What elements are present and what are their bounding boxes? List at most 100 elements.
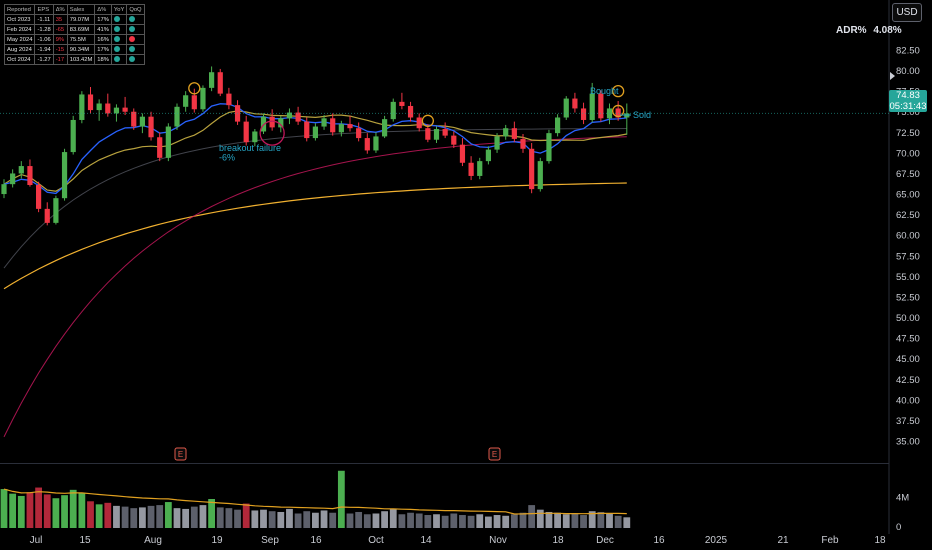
volume-bar (303, 511, 311, 528)
candle-body (468, 162, 474, 176)
candle-body (27, 166, 33, 185)
volume-bar (190, 506, 198, 528)
date-tick-label: 2025 (705, 535, 728, 546)
volume-bar (104, 502, 112, 528)
green-dot-icon (129, 56, 136, 63)
volume-bar (337, 470, 345, 528)
red-dot-icon (129, 36, 136, 43)
candle-body (511, 128, 517, 139)
candle-body (105, 103, 111, 114)
candle-body (87, 94, 94, 111)
volume-bar (26, 492, 34, 528)
volume-bar (87, 501, 94, 528)
candle-body (226, 93, 232, 106)
candle-body (598, 93, 604, 119)
earnings-sales-pct: 17% (94, 14, 112, 25)
volume-bar (580, 515, 587, 528)
green-dot-icon (113, 26, 120, 33)
header-reported: Reported (3, 4, 36, 15)
candle-body (148, 116, 154, 138)
volume-bar (43, 494, 51, 528)
ma-200-line (3, 182, 627, 290)
candle-body (70, 119, 76, 153)
date-tick-label: Jul (30, 535, 43, 546)
volume-bar (346, 513, 354, 528)
candle-body (10, 173, 16, 185)
date-tick-label: 16 (310, 535, 322, 546)
volume-bar (251, 510, 259, 528)
price-tick-label: 60.00 (896, 231, 920, 242)
earnings-sales: 79.07M (66, 14, 96, 25)
volume-bar (216, 507, 224, 528)
scale-arrow-icon (890, 72, 895, 80)
volume-bar (234, 509, 241, 528)
candle-body (1, 184, 7, 195)
volume-bar (606, 513, 613, 528)
breakout-annotation-line1: breakout failure (219, 143, 281, 153)
earnings-table: Reported EPS Δ% Sales Δ% YoY QoQ Oct 202… (3, 4, 145, 65)
price-tick-label: 47.50 (896, 334, 920, 345)
volume-bar (554, 512, 561, 528)
volume-bar (363, 514, 371, 528)
candle-body (191, 95, 197, 110)
candle-body (18, 166, 24, 174)
date-tick-label: 15 (79, 535, 91, 546)
earnings-qoq-cell (126, 34, 145, 45)
candle-body (312, 126, 318, 139)
earnings-period: Feb 2024 (3, 24, 36, 35)
earnings-eps-pct: 9% (52, 34, 68, 45)
header-eps: EPS (34, 4, 54, 15)
candle-body (113, 107, 120, 114)
header-eps-pct: Δ% (52, 4, 68, 15)
volume-tick-label: 4M (896, 492, 909, 503)
volume-bar (242, 503, 250, 528)
adr-indicator: ADR% 4.08% (836, 25, 902, 36)
volume-bar (571, 513, 579, 528)
candle-body (217, 72, 223, 94)
earnings-period: Oct 2024 (3, 54, 36, 65)
candle-body (382, 119, 388, 137)
volume-bar (121, 506, 129, 528)
earnings-row: Feb 2024 -1.28 -65 83.69M 41% (3, 24, 145, 35)
volume-bar (147, 505, 155, 528)
date-tick-label: 21 (777, 535, 789, 546)
earnings-sales: 90.34M (66, 44, 96, 55)
earnings-eps: -1.11 (34, 14, 54, 25)
trade-circle-marker (612, 104, 625, 118)
candle-body (546, 133, 552, 162)
earnings-row: Oct 2023 -1.11 35 79.07M 17% (3, 14, 145, 25)
volume-bar (95, 504, 103, 528)
earnings-sales: 75.5M (66, 34, 96, 45)
earnings-sales-pct: 18% (94, 54, 112, 65)
volume-bar (372, 513, 380, 528)
volume-bar (277, 511, 285, 528)
date-tick-label: Oct (368, 535, 384, 546)
volume-bar (225, 508, 233, 528)
volume-bar (433, 514, 440, 528)
volume-bar (69, 489, 77, 528)
candle-body (399, 101, 405, 106)
candle-body (330, 118, 336, 133)
price-tick-label: 72.50 (896, 128, 920, 139)
candle-body (485, 149, 491, 162)
green-dot-icon (113, 16, 120, 23)
candle-body (157, 137, 163, 158)
trade-circle-marker (421, 114, 435, 127)
candle-body (36, 184, 42, 209)
price-tick-label: 57.50 (896, 251, 920, 262)
price-tick-label: 42.50 (896, 375, 920, 386)
candle-body (416, 117, 422, 129)
candle-body (356, 128, 362, 139)
date-tick-label: Feb (821, 535, 839, 546)
volume-bar (545, 511, 553, 528)
volume-bar (113, 505, 120, 528)
earnings-row: Oct 2024 -1.27 -17 103.42M 18% (3, 54, 145, 65)
earnings-eps: -1.06 (34, 34, 54, 45)
earnings-qoq-cell (126, 44, 145, 55)
currency-button[interactable]: USD (892, 3, 922, 22)
earnings-yoy-cell (110, 34, 128, 45)
volume-bar (407, 512, 414, 528)
volume-bar (294, 513, 302, 528)
candle-body (451, 135, 457, 145)
